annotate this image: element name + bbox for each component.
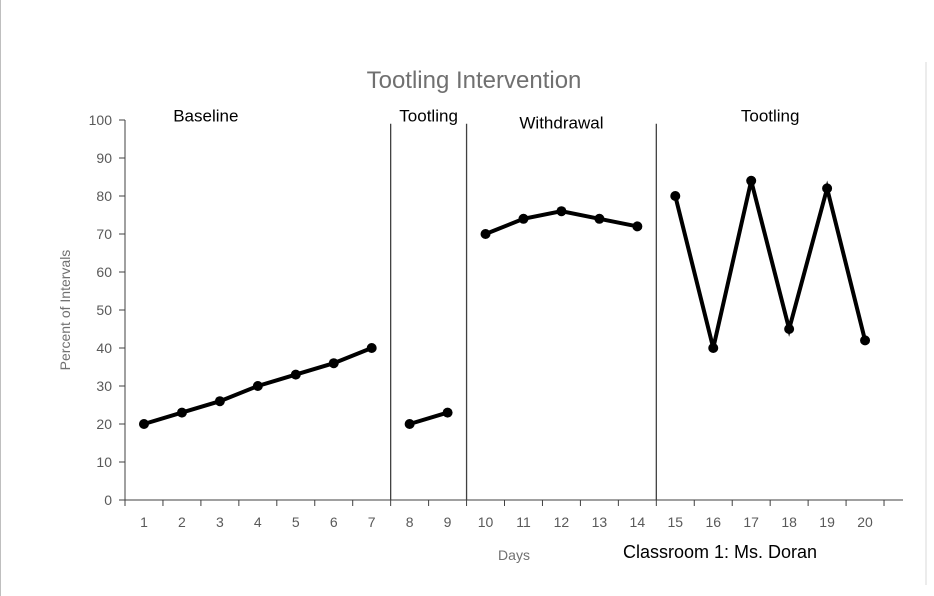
data-point — [290, 369, 301, 380]
data-point — [670, 191, 681, 201]
series-line — [673, 180, 867, 349]
x-axis: 1 2 3 4 5 6 7 8 9 10 11 12 13 14 15 16 17 18 19 20 — [124, 499, 903, 530]
data-point — [822, 183, 833, 194]
x-tick-label: 13 — [592, 514, 608, 530]
data-point — [632, 221, 643, 232]
x-tick-label: 10 — [478, 514, 494, 530]
data-point — [860, 335, 871, 346]
x-tick-label: 20 — [857, 514, 873, 530]
data-point — [480, 229, 491, 239]
phase-label: Baseline — [173, 107, 238, 126]
data-point — [594, 213, 605, 224]
x-tick-label: 11 — [516, 514, 531, 530]
x-tick-label: 14 — [630, 514, 646, 530]
data-point — [556, 206, 567, 217]
data-point — [176, 407, 187, 418]
y-tick-label: 50 — [96, 302, 112, 318]
y-tick-label: 0 — [104, 492, 112, 508]
phase-label: Withdrawal — [519, 114, 603, 133]
x-tick-label: 12 — [554, 514, 570, 530]
phase-change-lines — [390, 123, 657, 500]
data-point — [252, 381, 263, 391]
y-tick-label: 10 — [96, 454, 112, 470]
y-tick-label: 70 — [96, 226, 112, 242]
phase-label: Tootling — [399, 107, 458, 126]
y-tick-label: 40 — [96, 340, 112, 356]
data-point — [138, 419, 149, 429]
y-tick-label: 80 — [96, 188, 112, 204]
phase-labels: Baseline Tootling Withdrawal Tootling — [173, 107, 799, 133]
phase-label: Tootling — [741, 107, 800, 126]
data-point — [328, 358, 339, 369]
x-axis-label: Days — [498, 547, 530, 563]
x-tick-label: 3 — [216, 514, 224, 530]
y-tick-label: 100 — [89, 112, 113, 128]
x-tick-label: 15 — [668, 514, 684, 530]
data-series — [138, 175, 871, 429]
data-point — [404, 419, 415, 429]
x-tick-label: 8 — [406, 514, 414, 530]
classroom-annotation: Classroom 1: Ms. Doran — [623, 542, 817, 562]
x-tick-label: 2 — [178, 514, 186, 530]
y-tick-label: 30 — [96, 378, 112, 394]
x-tick-label: 4 — [254, 514, 262, 530]
x-tick-label: 9 — [444, 514, 452, 530]
y-tick-label: 90 — [96, 150, 112, 166]
y-tick-label: 20 — [96, 416, 112, 432]
x-tick-label: 18 — [781, 514, 797, 530]
x-tick-label: 19 — [819, 514, 835, 530]
chart-title: Tootling Intervention — [367, 67, 582, 94]
y-axis: 0 10 20 30 40 50 60 70 80 90 100 — [89, 112, 126, 508]
x-tick-label: 1 — [140, 514, 148, 530]
y-tick-label: 60 — [96, 264, 112, 280]
data-point — [366, 343, 377, 353]
x-tick-label: 16 — [705, 514, 721, 530]
x-tick-label: 17 — [743, 514, 759, 530]
data-point — [518, 213, 529, 224]
x-tick-label: 5 — [292, 514, 300, 530]
data-point — [442, 407, 453, 418]
x-tick-label: 7 — [368, 514, 376, 530]
x-tick-label: 6 — [330, 514, 338, 530]
data-point — [708, 343, 719, 353]
y-axis-label: Percent of Intervals — [57, 250, 73, 371]
data-point — [214, 396, 225, 407]
data-point — [746, 175, 757, 186]
series-line — [409, 410, 449, 426]
data-point — [784, 324, 795, 334]
